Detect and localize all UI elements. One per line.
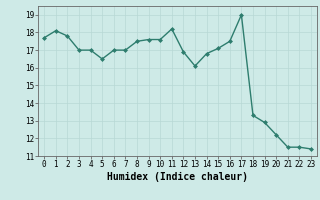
X-axis label: Humidex (Indice chaleur): Humidex (Indice chaleur) [107,172,248,182]
